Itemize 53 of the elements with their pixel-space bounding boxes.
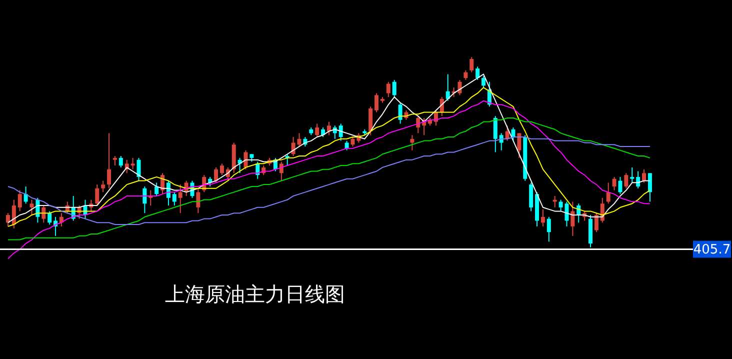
candlestick (368, 106, 373, 136)
candlestick (244, 150, 248, 170)
candlestick (18, 190, 22, 212)
candlestick (476, 66, 480, 80)
candlestick (6, 212, 10, 227)
candlestick (350, 136, 355, 148)
candlestick (220, 163, 224, 176)
candlestick (546, 216, 551, 242)
candlestick (517, 132, 522, 158)
candlestick (648, 172, 652, 202)
candlestick (136, 157, 141, 182)
candlestick (642, 168, 646, 184)
candlestick (107, 132, 112, 189)
candlestick (398, 102, 402, 124)
candlestick (529, 182, 534, 212)
candlestick (101, 180, 106, 193)
candlestick (338, 123, 343, 142)
candlestick (606, 182, 610, 204)
candlestick (493, 116, 498, 153)
candlestick (470, 56, 474, 73)
candlestick (214, 166, 218, 184)
candlestick (374, 92, 379, 113)
candlestick (482, 76, 486, 88)
text: 405.7 (693, 242, 731, 258)
candlestick (344, 140, 349, 151)
candlestick (624, 172, 628, 189)
candlestick (612, 176, 616, 191)
candlestick (130, 157, 135, 170)
candlestick (618, 176, 622, 195)
candlestick (118, 156, 123, 168)
candlestick (172, 192, 176, 206)
candlestick (410, 134, 414, 151)
candlestick (95, 184, 100, 206)
candlestick (570, 201, 575, 236)
candlestick (142, 186, 147, 214)
candlestick (594, 212, 598, 233)
candlestick (178, 184, 182, 214)
candlestick (511, 126, 516, 142)
candlestick (464, 70, 468, 80)
candlestick (540, 208, 545, 227)
candlestick (392, 79, 396, 98)
text: 上海原油主力日线图 (165, 283, 345, 306)
candlestick (386, 81, 390, 98)
candlestick (326, 121, 331, 136)
candlestick (196, 188, 200, 214)
candlestick (12, 199, 16, 229)
candlestick (42, 204, 46, 224)
candlestick (315, 123, 320, 138)
candlestick (48, 210, 52, 226)
candlestick (112, 156, 117, 166)
candlestick (154, 182, 159, 196)
candlestick (30, 199, 34, 216)
candlestick (630, 166, 634, 184)
